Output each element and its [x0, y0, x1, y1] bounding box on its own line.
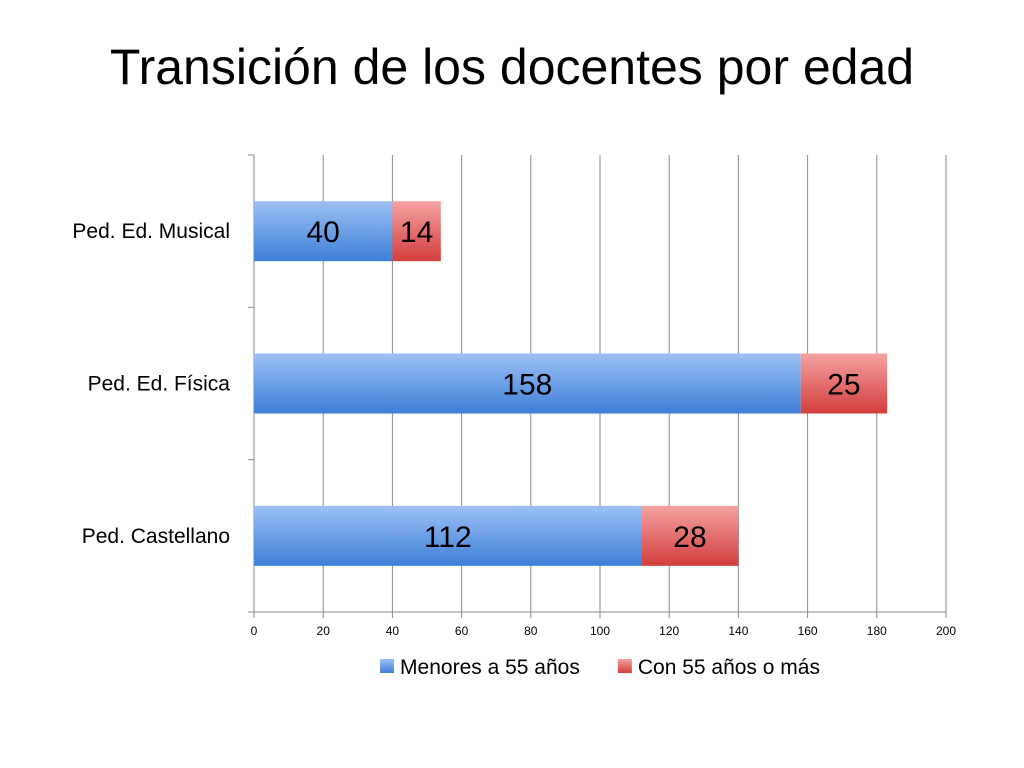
legend-swatch — [617, 659, 632, 673]
x-tick-label: 40 — [386, 624, 400, 638]
legend: Menores a 55 años Con 55 años o más — [380, 656, 820, 679]
data-label: 25 — [827, 369, 860, 402]
x-tick-label: 200 — [936, 624, 956, 638]
data-label: 14 — [400, 216, 433, 249]
slide-title: Transición de los docentes por edad — [109, 39, 915, 95]
x-tick-label: 160 — [798, 624, 818, 638]
x-tick-label: 140 — [728, 624, 748, 638]
category-label: Ped. Castellano — [82, 525, 230, 548]
data-label: 40 — [307, 216, 340, 249]
data-label: 28 — [673, 521, 706, 554]
x-tick-label: 100 — [590, 624, 610, 638]
x-tick-label: 20 — [317, 624, 331, 638]
category-label: Ped. Ed. Física — [88, 373, 231, 396]
bar-segment-mayores — [392, 201, 441, 262]
legend-swatch — [380, 659, 395, 673]
category-label: Ped. Ed. Musical — [72, 220, 230, 243]
bar-segment-menores — [254, 505, 642, 566]
bar-segment-menores — [254, 353, 801, 414]
bar-segment-mayores — [641, 505, 739, 566]
bar-segment-mayores — [800, 353, 888, 414]
legend-label: Menores a 55 años — [400, 656, 580, 679]
x-tick-label: 60 — [455, 624, 469, 638]
data-label: 158 — [502, 369, 552, 402]
legend-label: Con 55 años o más — [638, 656, 820, 679]
bar-segment-menores — [254, 201, 393, 262]
x-tick-label: 180 — [867, 624, 887, 638]
x-tick-label: 80 — [524, 624, 538, 638]
x-tick-label: 120 — [659, 624, 679, 638]
x-tick-label: 0 — [251, 624, 258, 638]
data-label: 112 — [424, 521, 472, 554]
